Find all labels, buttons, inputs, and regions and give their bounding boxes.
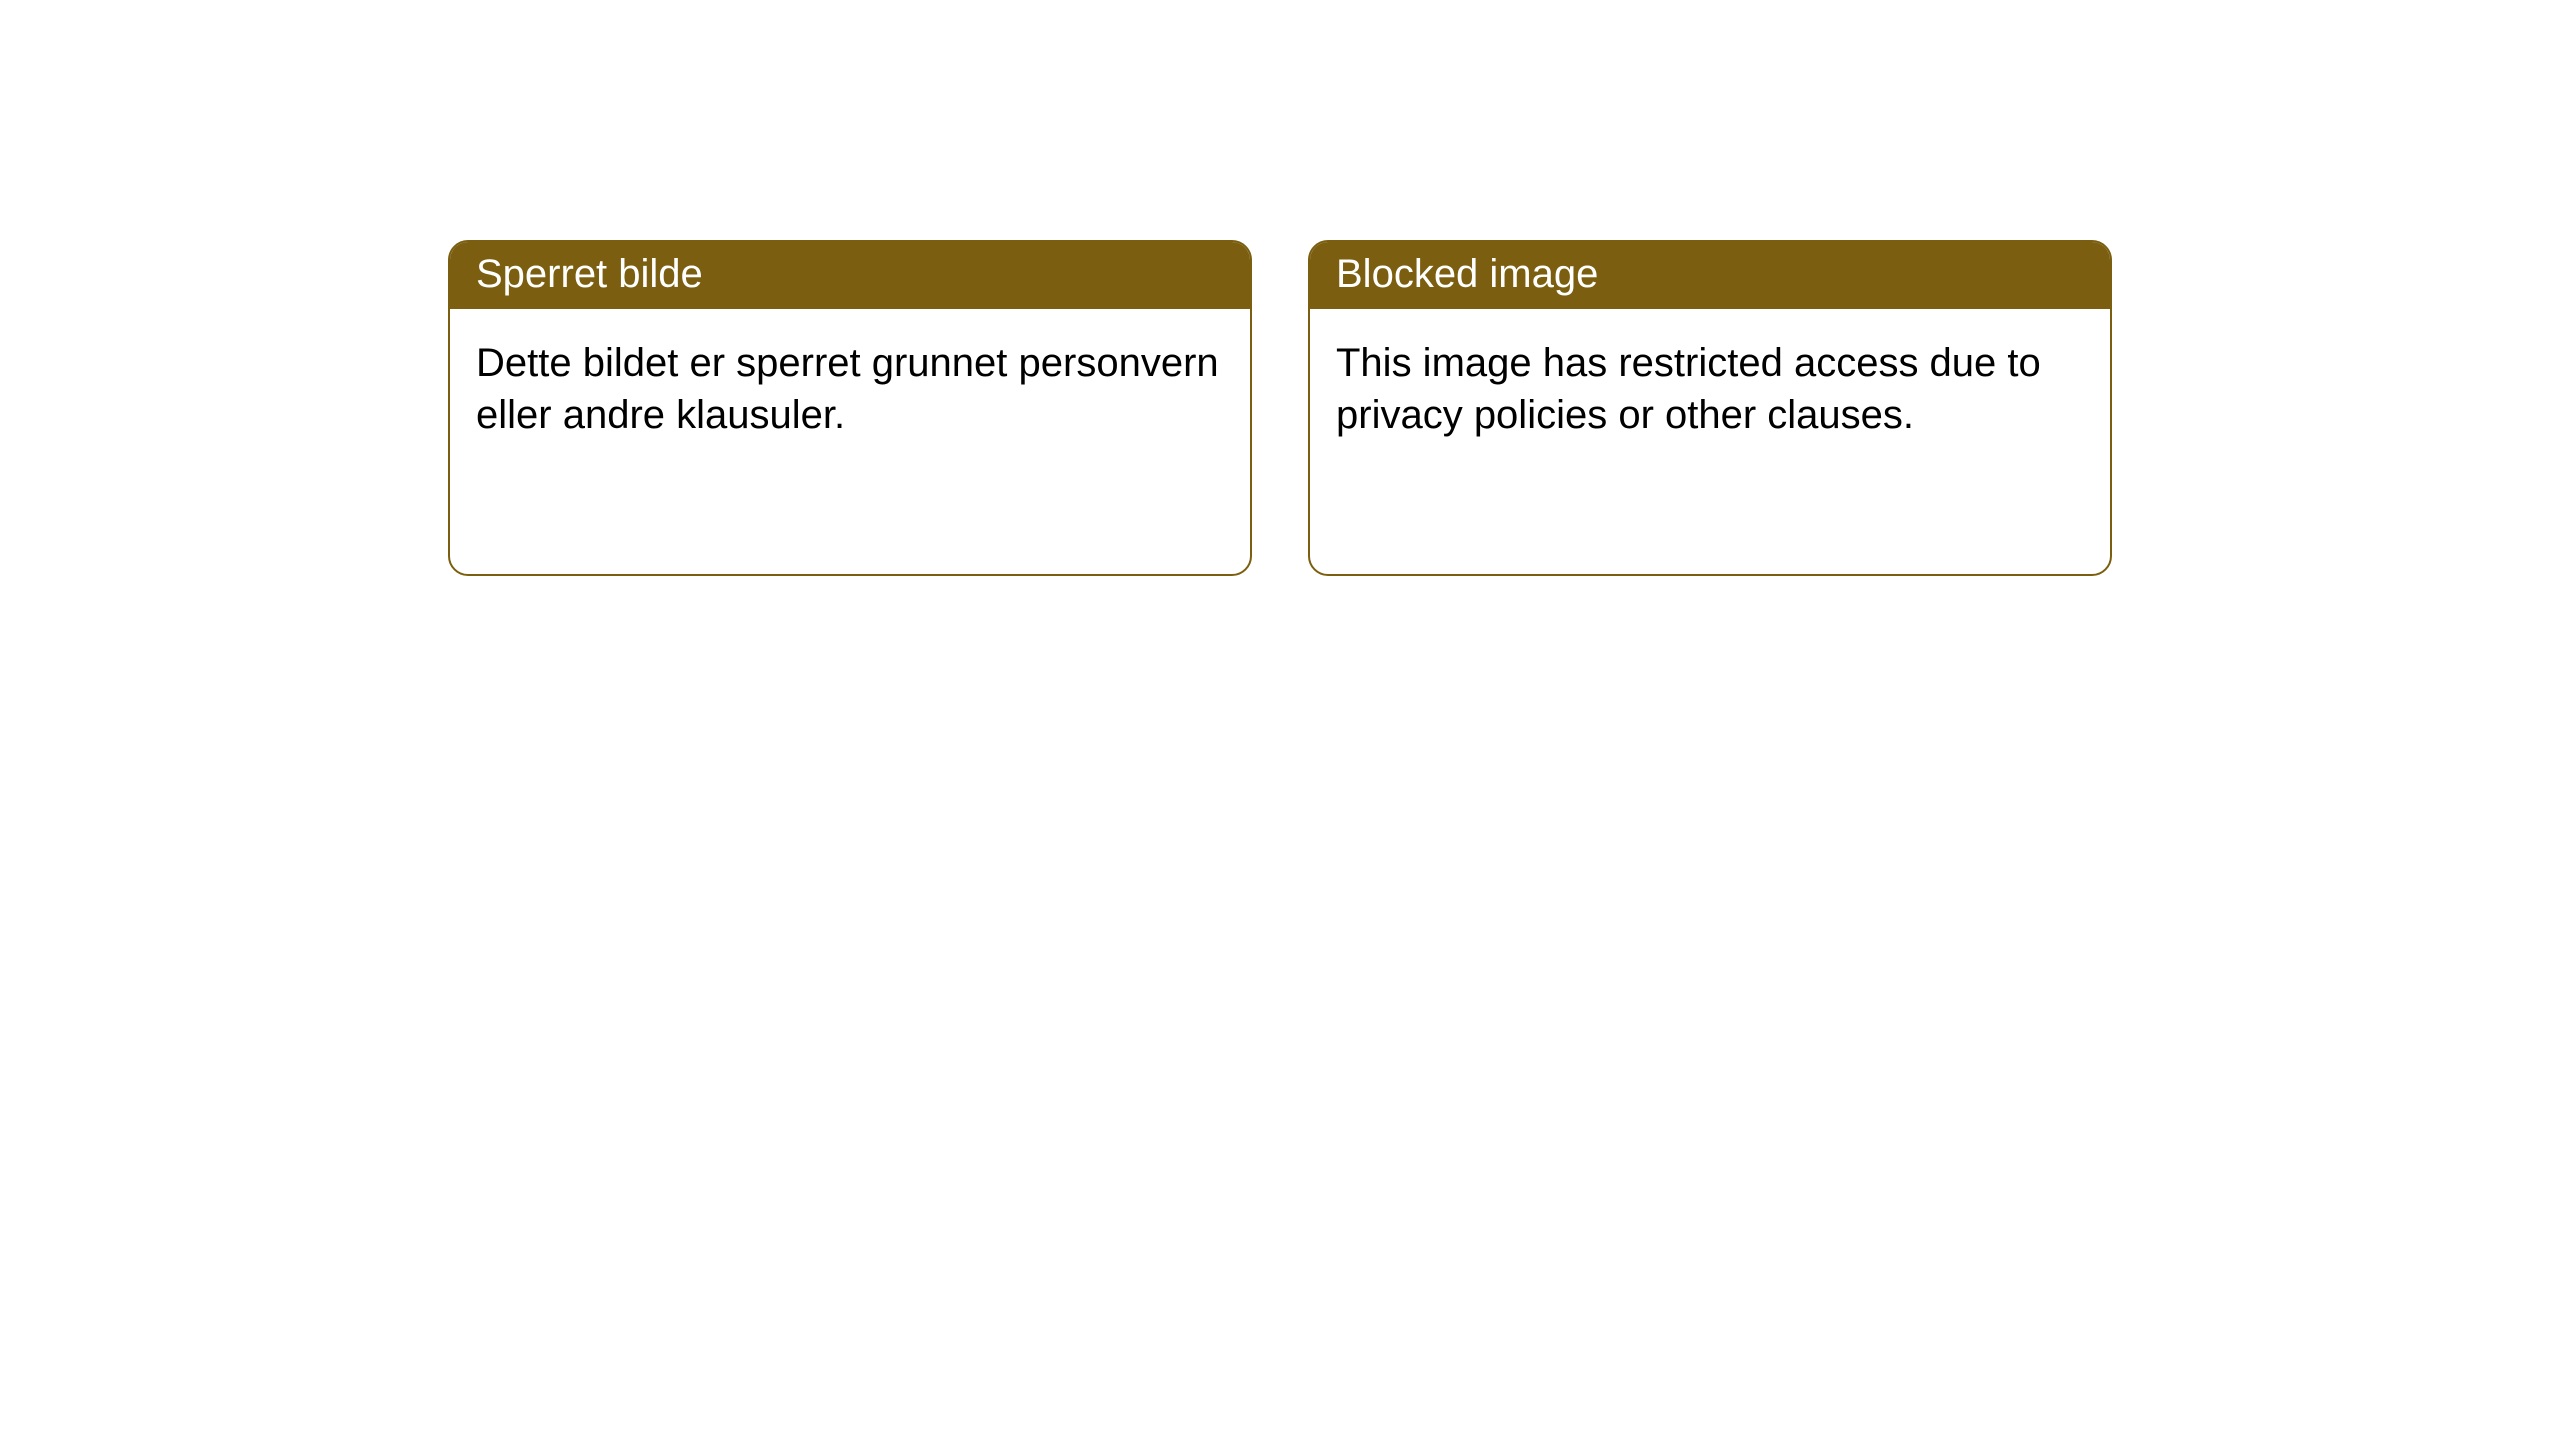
notice-container: Sperret bilde Dette bildet er sperret gr… [0, 0, 2560, 576]
notice-card-english: Blocked image This image has restricted … [1308, 240, 2112, 576]
notice-card-norwegian: Sperret bilde Dette bildet er sperret gr… [448, 240, 1252, 576]
card-title-english: Blocked image [1336, 252, 1598, 296]
card-header-english: Blocked image [1310, 242, 2110, 309]
card-text-norwegian: Dette bildet er sperret grunnet personve… [476, 341, 1219, 437]
card-header-norwegian: Sperret bilde [450, 242, 1250, 309]
card-text-english: This image has restricted access due to … [1336, 341, 2041, 437]
card-title-norwegian: Sperret bilde [476, 252, 703, 296]
card-body-norwegian: Dette bildet er sperret grunnet personve… [450, 309, 1250, 469]
card-body-english: This image has restricted access due to … [1310, 309, 2110, 469]
